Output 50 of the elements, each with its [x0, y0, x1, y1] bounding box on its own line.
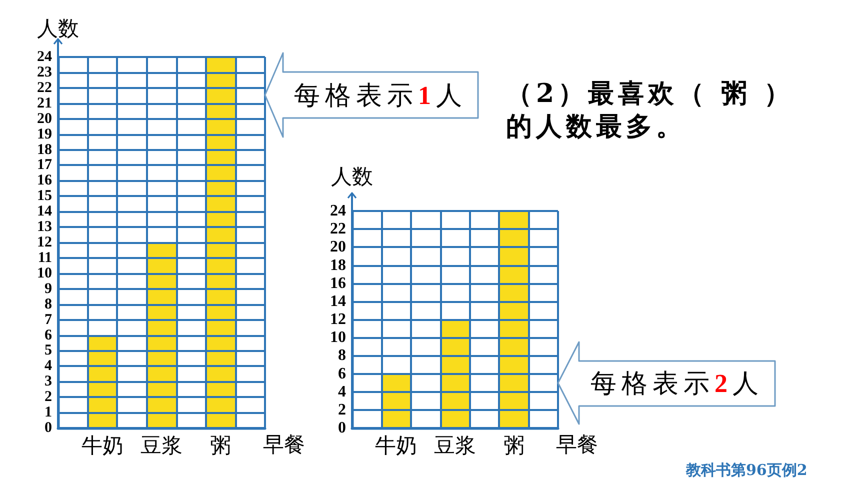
y-tick-label: 16 — [330, 274, 346, 292]
y-tick-label: 22 — [37, 80, 52, 96]
y-tick-label: 1 — [44, 404, 52, 421]
y-tick-label: 20 — [37, 110, 52, 127]
y-tick-label: 13 — [37, 219, 52, 236]
y-tick-label: 6 — [338, 365, 346, 382]
x-axis-title: 早餐 — [556, 432, 598, 456]
y-tick-label: 12 — [330, 311, 346, 328]
y-tick-label: 18 — [330, 256, 346, 274]
y-tick-label: 20 — [330, 238, 346, 256]
y-tick-label: 2 — [338, 401, 346, 418]
x-tick-label: 牛奶 — [375, 434, 418, 458]
x-tick-label: 豆浆 — [140, 434, 182, 458]
y-tick-label: 15 — [37, 188, 52, 204]
y-tick-label: 10 — [37, 265, 52, 282]
y-tick-label: 14 — [330, 292, 346, 310]
y-tick-label: 10 — [330, 329, 346, 346]
y-tick-label: 18 — [37, 142, 52, 158]
x-tick-label: 豆浆 — [434, 434, 476, 458]
y-tick-label: 12 — [37, 234, 52, 250]
y-tick-label: 3 — [44, 374, 52, 390]
x-tick-label: 粥 — [503, 434, 524, 458]
y-axis-title: 人数 — [331, 164, 373, 188]
y-tick-label: 23 — [37, 64, 52, 80]
y-tick-label: 24 — [330, 202, 346, 220]
y-tick-label: 0 — [44, 420, 52, 436]
y-axis-title: 人数 — [37, 16, 79, 40]
x-axis-title: 早餐 — [263, 432, 305, 456]
y-tick-label: 19 — [37, 126, 52, 142]
y-tick-label: 8 — [338, 347, 346, 364]
y-tick-label: 6 — [44, 327, 52, 344]
text: （2）最喜欢（ 粥 ）的人数最多。 — [506, 78, 796, 143]
y-tick-label: 4 — [338, 383, 346, 400]
y-tick-label: 5 — [44, 342, 52, 359]
y-tick-label: 22 — [330, 220, 346, 238]
y-tick-label: 8 — [44, 296, 52, 312]
text: 教科书第96页例2 — [686, 461, 808, 480]
y-tick-label: 9 — [44, 280, 52, 297]
y-tick-label: 14 — [37, 204, 52, 220]
y-tick-label: 17 — [37, 157, 52, 174]
y-tick-label: 2 — [44, 389, 52, 406]
y-tick-label: 7 — [44, 312, 52, 328]
y-tick-label: 4 — [44, 358, 52, 374]
y-tick-label: 11 — [38, 250, 52, 266]
y-tick-label: 0 — [338, 420, 346, 436]
x-tick-label: 牛奶 — [81, 434, 124, 458]
y-tick-label: 21 — [37, 95, 52, 112]
x-tick-label: 粥 — [210, 434, 232, 458]
y-tick-label: 24 — [37, 49, 52, 65]
y-tick-label: 16 — [37, 172, 52, 189]
